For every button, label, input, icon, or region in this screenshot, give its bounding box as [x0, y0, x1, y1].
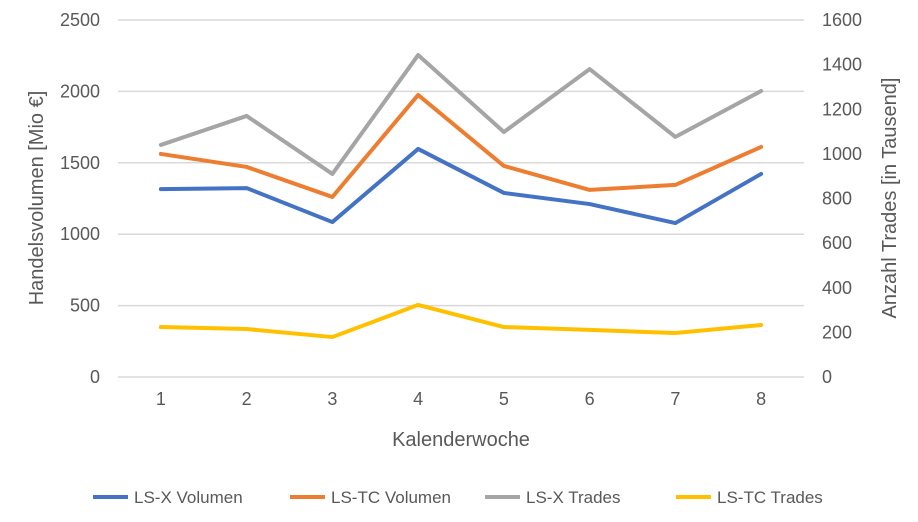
x-tick-label: 5: [499, 389, 509, 409]
x-tick-label: 7: [670, 389, 680, 409]
series-line-ls-x-trades: [158, 53, 764, 176]
y2-axis-title: Anzahl Trades [in Tausend]: [879, 78, 901, 319]
left-axis-ticks: 0 500 1000 1500 2000 2500: [60, 10, 100, 387]
series-line-ls-x-volumen: [158, 146, 764, 226]
x-tick-label: 1: [156, 389, 166, 409]
x-axis-ticks: 1 2 3 4 5 6 7 8: [156, 389, 766, 409]
y2-tick-label: 1000: [822, 144, 862, 164]
y2-tick-label: 800: [822, 189, 852, 209]
y-tick-label: 2500: [60, 10, 100, 30]
series-lines: [158, 53, 764, 340]
right-axis-ticks: 0 200 400 600 800 1000 1200 1400 1600: [822, 10, 862, 387]
series-line-ls-tc-volumen: [158, 92, 764, 199]
gridlines: [118, 19, 804, 378]
x-tick-label: 2: [242, 389, 252, 409]
legend-label: LS-X Volumen: [134, 488, 243, 507]
y2-tick-label: 400: [822, 278, 852, 298]
series-line-ls-tc-trades: [158, 302, 764, 340]
y2-tick-label: 0: [822, 367, 832, 387]
legend-label: LS-X Trades: [526, 488, 621, 507]
y2-tick-label: 1200: [822, 99, 862, 119]
legend: LS-X Volumen LS-TC Volumen LS-X Trades LS-T…: [93, 488, 823, 507]
legend-label: LS-TC Trades: [717, 488, 823, 507]
y-tick-label: 2000: [60, 81, 100, 101]
y-tick-label: 0: [90, 367, 100, 387]
y2-tick-label: 200: [822, 322, 852, 342]
x-axis-title: Kalenderwoche: [392, 429, 530, 451]
y-tick-label: 1000: [60, 224, 100, 244]
y-tick-label: 500: [70, 296, 100, 316]
y2-tick-label: 1600: [822, 10, 862, 30]
x-tick-label: 3: [327, 389, 337, 409]
y-axis-title: Handelsvolumen [Mio €]: [26, 91, 48, 306]
y2-tick-label: 600: [822, 233, 852, 253]
x-tick-label: 4: [413, 389, 423, 409]
x-tick-label: 8: [756, 389, 766, 409]
x-tick-label: 6: [585, 389, 595, 409]
y-tick-label: 1500: [60, 153, 100, 173]
legend-label: LS-TC Volumen: [331, 488, 451, 507]
y2-tick-label: 1400: [822, 55, 862, 75]
